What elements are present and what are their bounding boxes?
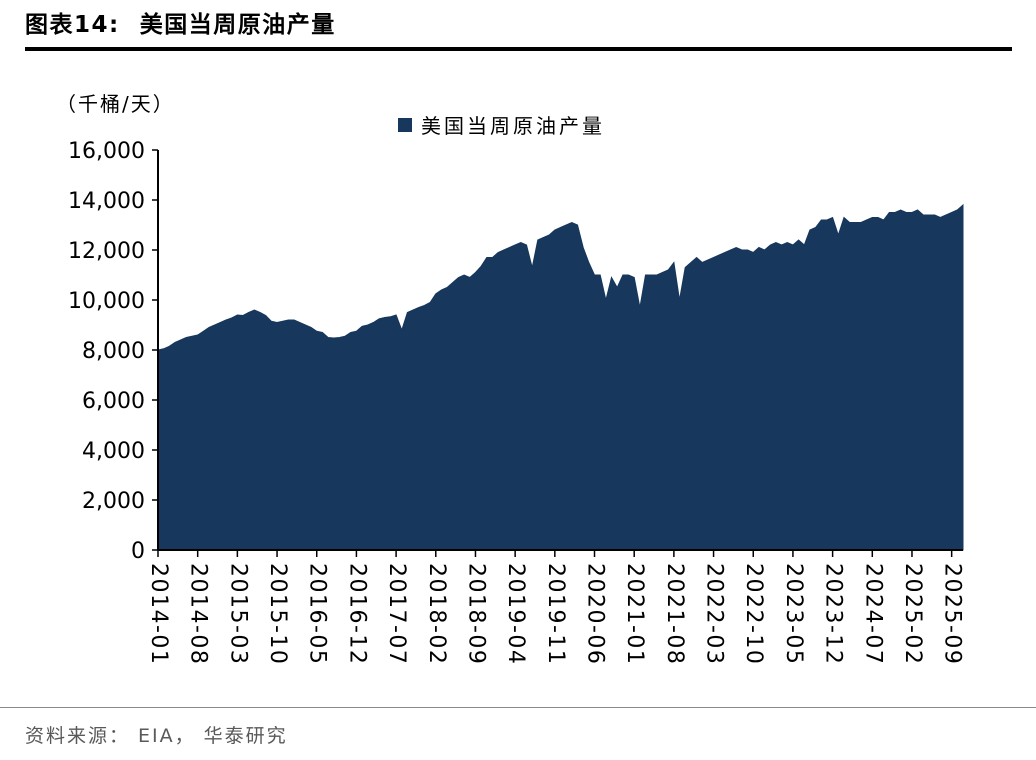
x-axis-tick-label: 2020-06: [583, 563, 608, 665]
x-axis-tick-label: 2014-08: [186, 563, 211, 665]
y-axis-tick-label: 4,000: [82, 439, 145, 464]
x-axis-tick-label: 2021-08: [662, 563, 687, 665]
x-axis-tick-label: 2025-09: [940, 563, 965, 665]
x-axis-tick-label: 2015-10: [265, 563, 290, 665]
x-axis-tick-label: 2014-01: [146, 563, 171, 665]
legend-swatch: [398, 117, 412, 132]
x-axis-tick-label: 2023-05: [781, 563, 806, 665]
production-area-series: [157, 203, 964, 551]
crude-oil-production-chart: 0 2,000 4,000 6,000 8,000 10,000 12,000 14,000 1…: [68, 139, 965, 665]
x-axis-tick-label: 2022-10: [741, 563, 766, 665]
chart-legend: 美国当周原油产量: [398, 110, 605, 139]
chart-number: 图表14:: [25, 12, 120, 38]
x-axis-tick-label: 2018-02: [424, 563, 449, 665]
x-axis-tick-label: 2025-02: [900, 563, 925, 665]
legend-label: 美国当周原油产量: [421, 114, 605, 138]
x-axis-tick-label: 2018-09: [464, 563, 489, 665]
y-axis-tick-label: 8,000: [82, 339, 145, 364]
y-axis-tick-label: 6,000: [82, 389, 145, 414]
x-axis-tick-label: 2017-07: [384, 563, 409, 665]
chart-title-text: 美国当周原油产量: [139, 12, 336, 38]
y-axis-unit-label: （千桶/天）: [56, 92, 175, 116]
y-axis-tick-label: 10,000: [68, 289, 145, 314]
y-axis-tick-label: 12,000: [68, 239, 145, 264]
x-axis-tick-label: 2024-07: [860, 563, 885, 665]
y-axis-tick-label: 0: [131, 539, 145, 564]
y-axis-tick-label: 2,000: [82, 489, 145, 514]
x-axis-tick-label: 2021-01: [622, 563, 647, 665]
chart-header: 图表14: 美国当周原油产量: [25, 10, 1012, 51]
footer: 资料来源： EIA， 华泰研究: [0, 707, 1036, 748]
y-axis-tick-label: 16,000: [68, 139, 145, 164]
x-axis-tick-label: 2023-12: [821, 563, 846, 665]
chart-title: 图表14: 美国当周原油产量: [25, 10, 1012, 40]
y-axis-tick-label: 14,000: [68, 189, 145, 214]
x-axis-tick-label: 2015-03: [225, 563, 250, 665]
x-axis-tick-label: 2016-05: [305, 563, 330, 665]
x-axis-tick-label: 2019-11: [543, 563, 568, 665]
x-axis-tick-label: 2016-12: [344, 563, 369, 665]
source-note: 资料来源： EIA， 华泰研究: [25, 725, 288, 747]
x-axis-tick-label: 2019-04: [503, 563, 528, 665]
x-axis-tick-label: 2022-03: [702, 563, 727, 665]
